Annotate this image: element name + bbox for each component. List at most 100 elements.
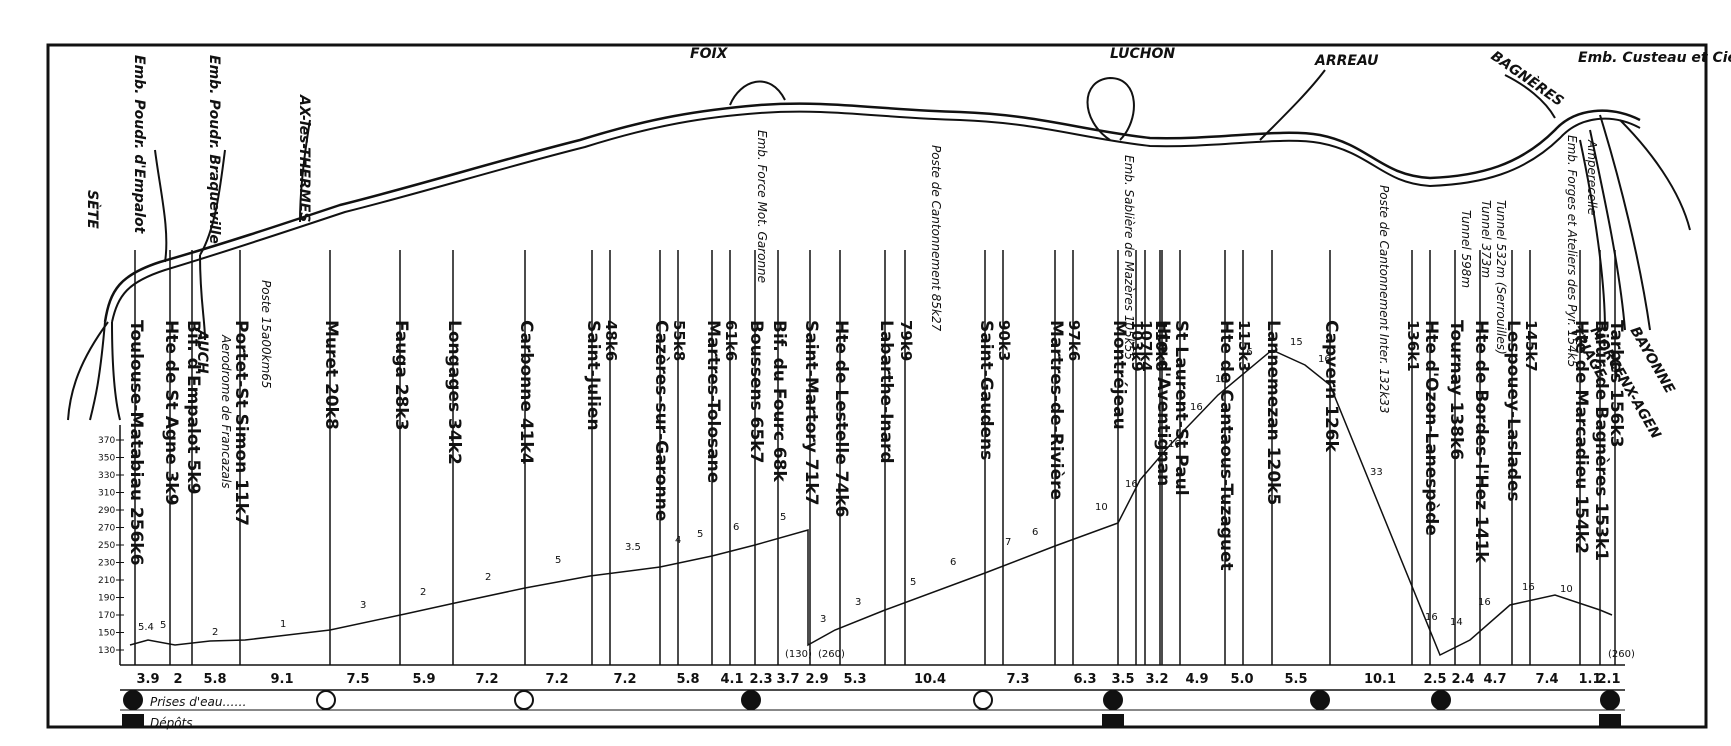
- gradient-labels: 5.4 52132253.5456533567610161616161615163…: [138, 337, 1573, 638]
- station-label: 48k6: [602, 320, 620, 361]
- gradient-label: 2: [420, 587, 426, 598]
- gradient-label: 16: [1478, 597, 1491, 608]
- distance-label: 3.2: [1145, 672, 1168, 687]
- scale-tick-label: 350: [98, 454, 115, 464]
- station-label: Saint-Julien: [583, 320, 603, 431]
- gradient-label: 5: [910, 577, 916, 588]
- branch-label: Emb. Custeau et Cie 153k7: [1578, 50, 1731, 66]
- bayonne-fan-3: [1579, 139, 1606, 331]
- distance-label: 10.4: [914, 672, 946, 687]
- gradient-label: 16: [1425, 612, 1438, 623]
- depot-marker: [1599, 714, 1621, 726]
- depot-marker: [122, 714, 144, 726]
- note-label: Amperecelle: [1585, 139, 1599, 215]
- station-label: Hte de Marcadieu 154k2: [1571, 320, 1591, 554]
- station-label: Hte d'Ozon-Lanespède: [1421, 320, 1441, 536]
- elevation-profile: [129, 349, 1613, 657]
- foix-branch: [729, 80, 786, 106]
- distance-label: 10.1: [1364, 672, 1396, 687]
- depot-marker: [1102, 714, 1124, 726]
- water-point-marker: [514, 690, 534, 710]
- distance-label: 5.0: [1230, 672, 1253, 687]
- luchon-loop: [1086, 76, 1135, 141]
- station-label: Lannemezan 120k5: [1263, 320, 1283, 505]
- station-label: 136k1: [1404, 320, 1422, 372]
- station-label: Hte de Bordes-l'Hez 141k: [1471, 320, 1491, 563]
- station-label: Hte d'Aventignan: [1153, 320, 1173, 486]
- scale-tick-label: 270: [98, 524, 115, 534]
- note-label: Poste 15a00km65: [259, 280, 273, 389]
- depot-points: [122, 714, 1621, 726]
- station-label: Tarbes 156k3: [1606, 320, 1626, 448]
- scale-tick-label: 250: [98, 541, 115, 551]
- note-labels: Poste 15a00km65 Emb. Force Mot. Garonne Po…: [219, 130, 1599, 488]
- station-label: 90k3: [995, 320, 1013, 361]
- distance-strip: [120, 664, 1625, 711]
- station-label: Martres-Tolosane: [703, 320, 723, 483]
- station-label: 115k3: [1235, 320, 1253, 372]
- gradient-label: 10: [1560, 584, 1573, 595]
- arreau-branch: [1259, 69, 1326, 141]
- station-label: 107k4: [1137, 320, 1155, 372]
- station-label: Carbonne 41k4: [516, 320, 536, 465]
- station-label: 97k6: [1065, 320, 1083, 361]
- gradient-label: 15: [1290, 337, 1303, 348]
- distance-label: 7.3: [1006, 672, 1029, 687]
- frame: [46, 43, 1708, 729]
- water-point-marker: [1310, 690, 1330, 710]
- gradient-label: 5: [780, 512, 786, 523]
- distance-label: 3.9: [136, 672, 159, 687]
- scale-tick-label: 330: [98, 471, 115, 481]
- profile-label: (260): [1608, 649, 1635, 660]
- station-lines: [134, 250, 1616, 665]
- station-label: Hte de Lestelle 74k6: [831, 320, 851, 517]
- note-label: Emb. Force Mot. Garonne: [755, 130, 769, 283]
- branch-label: FOIX: [690, 46, 729, 62]
- water-point-marker: [316, 690, 336, 710]
- station-label: Montréjeau: [1109, 320, 1129, 430]
- station-label: Saint-Martory 71k7: [801, 320, 821, 506]
- elevation-scale: 370 350 330 310 290 270 250 230 210 190 170 150 130: [98, 425, 124, 665]
- profile-labels: (130) (260) (260): [785, 649, 1635, 660]
- distance-label: 3.5: [1111, 672, 1134, 687]
- station-label: Muret 20k8: [321, 320, 341, 430]
- main-line: [103, 102, 1641, 323]
- station-label: Toulouse-Matabiau 256k6: [126, 320, 146, 566]
- water-points: [123, 690, 1620, 710]
- gradient-label: 6: [1032, 527, 1038, 538]
- distance-label: 1.1: [1578, 672, 1601, 687]
- water-point-marker: [123, 690, 143, 710]
- distance-label: 7.2: [475, 672, 498, 687]
- water-point-marker: [1600, 690, 1620, 710]
- branch-label: BAGNÈRES: [1488, 47, 1567, 110]
- distance-label: 7.2: [613, 672, 636, 687]
- scale-tick-label: 230: [98, 559, 115, 569]
- gradient-label: 1: [280, 619, 286, 630]
- gradient-label: 3: [820, 614, 826, 625]
- empalot-branch: [154, 149, 168, 263]
- distance-label: 4.1: [720, 672, 743, 687]
- bayonne-fan-1: [1599, 114, 1651, 331]
- distance-labels: 3.9 2 5.8 9.1 7.5 5.9 7.2 7.2 7.2 5.8 4.1 2.3 3.7 2.9…: [136, 672, 1620, 687]
- distance-label: 2.9: [805, 672, 828, 687]
- station-label: Longages 34k2: [444, 320, 464, 465]
- branch-label: AUCH: [194, 329, 210, 374]
- distance-label: 5.5: [1284, 672, 1307, 687]
- distance-label: 5.8: [676, 672, 699, 687]
- scale-tick-label: 370: [98, 436, 115, 446]
- note-label: Poste de Cantonnement 85k27: [929, 145, 943, 332]
- branch-label: AX-les-THERMES: [296, 94, 312, 222]
- station-label: Hte de Cantaous-Tuzaguet: [1216, 320, 1236, 571]
- gradient-label: 3.5: [625, 542, 641, 553]
- gradient-label: 5: [697, 529, 703, 540]
- station-label: Martres-de-Rivière: [1046, 320, 1066, 500]
- gradient-label: 3: [360, 600, 366, 611]
- gradient-label: 6: [733, 522, 739, 533]
- gradient-label: 7: [1005, 537, 1011, 548]
- main-track-outer: [103, 102, 1641, 323]
- scale-tick-label: 210: [98, 576, 115, 586]
- station-label: 103k9: [1128, 320, 1146, 372]
- distance-label: 7.4: [1535, 672, 1558, 687]
- main-track-inner: [111, 110, 1641, 323]
